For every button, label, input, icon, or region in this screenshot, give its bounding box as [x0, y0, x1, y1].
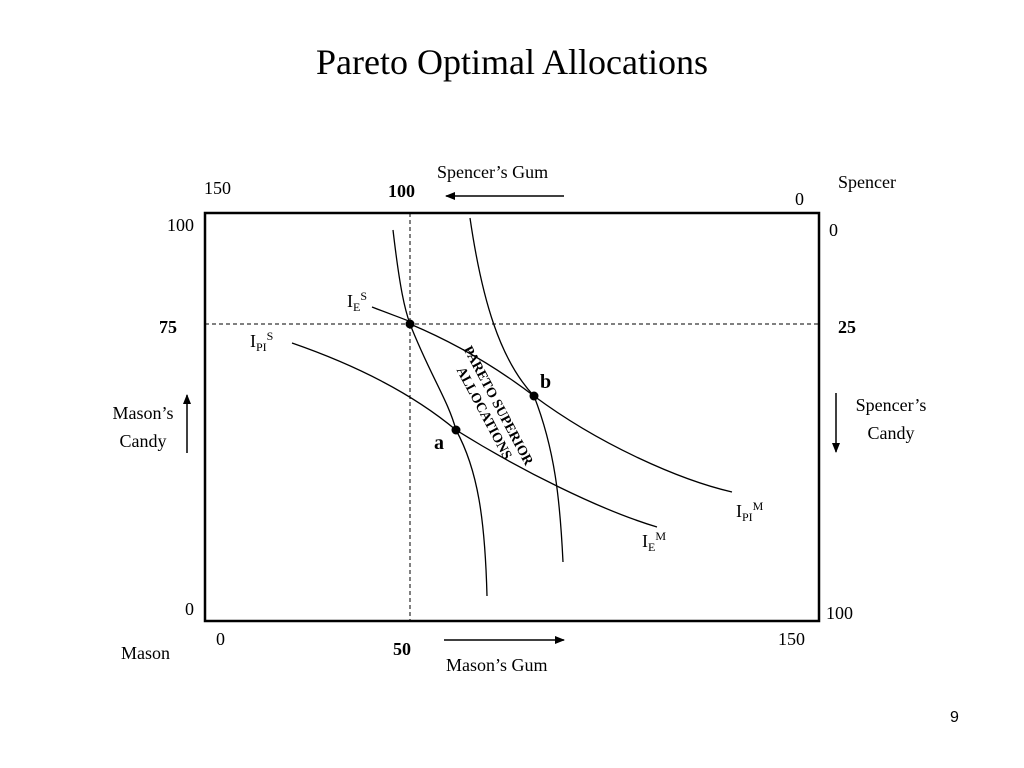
endowment-point [405, 319, 415, 329]
tick-right-0: 0 [829, 220, 838, 240]
tick-right-25: 25 [838, 317, 856, 337]
tick-top-100: 100 [388, 181, 415, 201]
bottom-good-label: Mason’s Gum [446, 655, 548, 675]
left-good-label-2: Candy [119, 431, 167, 451]
right-good-label-1: Spencer’s [855, 395, 927, 415]
page-number: 9 [950, 709, 959, 726]
top-good-label: Spencer’s Gum [437, 162, 549, 182]
edgeworth-box [203, 211, 821, 623]
tick-bottom-150: 150 [778, 629, 805, 649]
tick-top-0: 0 [795, 189, 804, 209]
tick-left-100: 100 [167, 215, 194, 235]
owner-mason: Mason [121, 643, 170, 663]
tick-bottom-50: 50 [393, 639, 411, 659]
right-good-label-2: Candy [867, 423, 915, 443]
curve-ipim [371, 306, 733, 493]
label-ipis: IPIS [250, 329, 274, 354]
point-b-label: b [540, 371, 552, 393]
tick-top-150: 150 [204, 178, 231, 198]
label-ies: IES [347, 289, 368, 314]
page-title: Pareto Optimal Allocations [316, 42, 708, 82]
left-good-label-1: Mason’s [112, 403, 174, 423]
point-a-label: a [434, 432, 444, 454]
label-iem: IEM [642, 529, 667, 554]
tick-right-100: 100 [826, 603, 853, 623]
tick-left-75: 75 [159, 317, 177, 337]
owner-spencer: Spencer [838, 172, 896, 192]
tick-left-0: 0 [185, 599, 194, 619]
curve-ies [392, 229, 488, 597]
label-ipim: IPIM [736, 499, 764, 524]
tick-bottom-0: 0 [216, 629, 225, 649]
point-b [529, 391, 539, 401]
point-a [451, 425, 461, 435]
